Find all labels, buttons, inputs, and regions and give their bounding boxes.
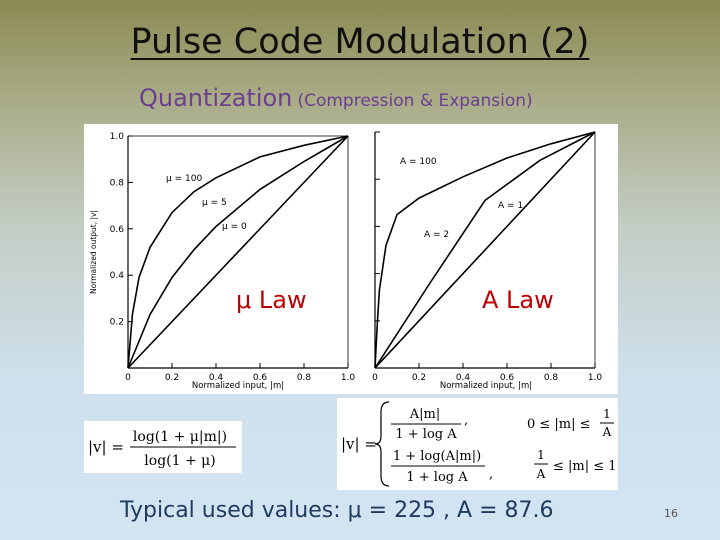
a-series-line-2 bbox=[374, 131, 596, 369]
a-eq-case2-bound-den: A bbox=[536, 467, 546, 481]
a-eq-case2-comma: , bbox=[489, 467, 493, 482]
a-law-equation-svg: |v| = A|m| 1 + log A , 0 ≤ |m| ≤ 1 A 1 +… bbox=[341, 401, 617, 487]
mu-x-tick-label: 0.2 bbox=[165, 373, 179, 383]
a-eq-case2-cond: ≤ |m| ≤ 1 bbox=[553, 459, 617, 474]
a-eq-case1-comma: , bbox=[464, 413, 468, 428]
a-curve-label-100: A = 100 bbox=[400, 157, 437, 167]
compression-curves-figure: 0 0.2 0.4 0.6 0.8 1.0 0.2 0.4 0.6 0.8 1.0 Normaliz… bbox=[84, 124, 618, 394]
a-eq-lhs: |v| = bbox=[341, 435, 377, 453]
subtitle-main: Quantization bbox=[139, 84, 293, 112]
page-number: 16 bbox=[664, 507, 678, 520]
mu-y-tick-label: 0.2 bbox=[110, 318, 124, 328]
slide-title: Pulse Code Modulation (2) bbox=[130, 22, 590, 62]
a-x-tick-label: 0 bbox=[372, 373, 378, 383]
mu-law-equation-svg: |v| = log(1 + μ|m|) log(1 + μ) bbox=[88, 429, 236, 469]
mu-law-label: μ Law bbox=[232, 286, 311, 314]
mu-x-tick-label: 0.4 bbox=[209, 373, 224, 383]
mu-series-line-2 bbox=[127, 135, 349, 369]
curves-svg: 0 0.2 0.4 0.6 0.8 1.0 0.2 0.4 0.6 0.8 1.0 Normaliz… bbox=[89, 131, 603, 391]
a-eq-case2-den: 1 + log A bbox=[406, 470, 468, 485]
mu-x-tick-label: 0.6 bbox=[253, 373, 268, 383]
mu-x-tick-label: 0 bbox=[125, 373, 131, 383]
mu-eq-numerator: log(1 + μ|m|) bbox=[133, 429, 227, 445]
mu-y-tick-label: 0.4 bbox=[110, 271, 125, 281]
mu-law-equation: |v| = log(1 + μ|m|) log(1 + μ) bbox=[84, 421, 242, 473]
mu-y-tick-label: 0.6 bbox=[110, 225, 125, 235]
mu-x-tick-label: 0.8 bbox=[297, 373, 312, 383]
a-eq-case1-cond: 0 ≤ |m| ≤ bbox=[527, 417, 591, 432]
mu-y-tick-label: 1.0 bbox=[110, 132, 125, 142]
mu-x-tick-label: 1.0 bbox=[341, 373, 356, 383]
a-x-tick-label: 0.8 bbox=[544, 373, 559, 383]
mu-eq-denominator: log(1 + μ) bbox=[144, 453, 215, 469]
a-eq-case1-bound-num: 1 bbox=[603, 407, 611, 421]
a-eq-case1-num: A|m| bbox=[409, 407, 440, 422]
mu-x-label: Normalized input, |m| bbox=[192, 381, 284, 391]
a-x-tick-label: 0.6 bbox=[500, 373, 515, 383]
mu-curve-label-100: μ = 100 bbox=[166, 174, 202, 184]
a-x-label: Normalized input, |m| bbox=[440, 381, 532, 391]
a-eq-brace bbox=[374, 401, 390, 487]
a-law-label: A Law bbox=[478, 286, 558, 314]
mu-series-line-0 bbox=[127, 135, 349, 369]
mu-eq-lhs: |v| = bbox=[88, 438, 124, 456]
mu-y-label: Normalized output, |v| bbox=[89, 210, 98, 294]
a-eq-case1-bound-den: A bbox=[602, 425, 612, 439]
a-series-line-0 bbox=[374, 131, 596, 369]
a-x-tick-label: 1.0 bbox=[588, 373, 603, 383]
a-law-equation: |v| = A|m| 1 + log A , 0 ≤ |m| ≤ 1 A 1 +… bbox=[337, 398, 618, 490]
slide-subtitle: Quantization (Compression & Expansion) bbox=[139, 84, 533, 112]
a-curve-label-1: A = 1 bbox=[498, 201, 523, 211]
mu-curve-label-5: μ = 5 bbox=[202, 198, 227, 208]
a-eq-case2-bound-num: 1 bbox=[537, 448, 545, 462]
a-eq-case1-den: 1 + log A bbox=[395, 427, 457, 442]
mu-y-tick-label: 0.8 bbox=[110, 178, 125, 188]
a-eq-case2-num: 1 + log(A|m|) bbox=[393, 449, 481, 464]
a-plot: 0 0.2 0.4 0.6 0.8 1.0 Normalized input, |m| A… bbox=[372, 131, 603, 391]
a-x-tick-label: 0.2 bbox=[412, 373, 426, 383]
mu-series-line-1 bbox=[127, 135, 349, 369]
subtitle-paren: (Compression & Expansion) bbox=[297, 91, 533, 111]
typical-values-text: Typical used values: μ = 225 , A = 87.6 bbox=[120, 498, 554, 523]
a-x-tick-label: 0.4 bbox=[456, 373, 471, 383]
mu-plot: 0 0.2 0.4 0.6 0.8 1.0 0.2 0.4 0.6 0.8 1.0 Normaliz… bbox=[89, 132, 355, 391]
mu-curve-label-0: μ = 0 bbox=[222, 222, 247, 232]
a-series-line-1 bbox=[374, 131, 596, 369]
a-curve-label-2: A = 2 bbox=[424, 230, 449, 240]
